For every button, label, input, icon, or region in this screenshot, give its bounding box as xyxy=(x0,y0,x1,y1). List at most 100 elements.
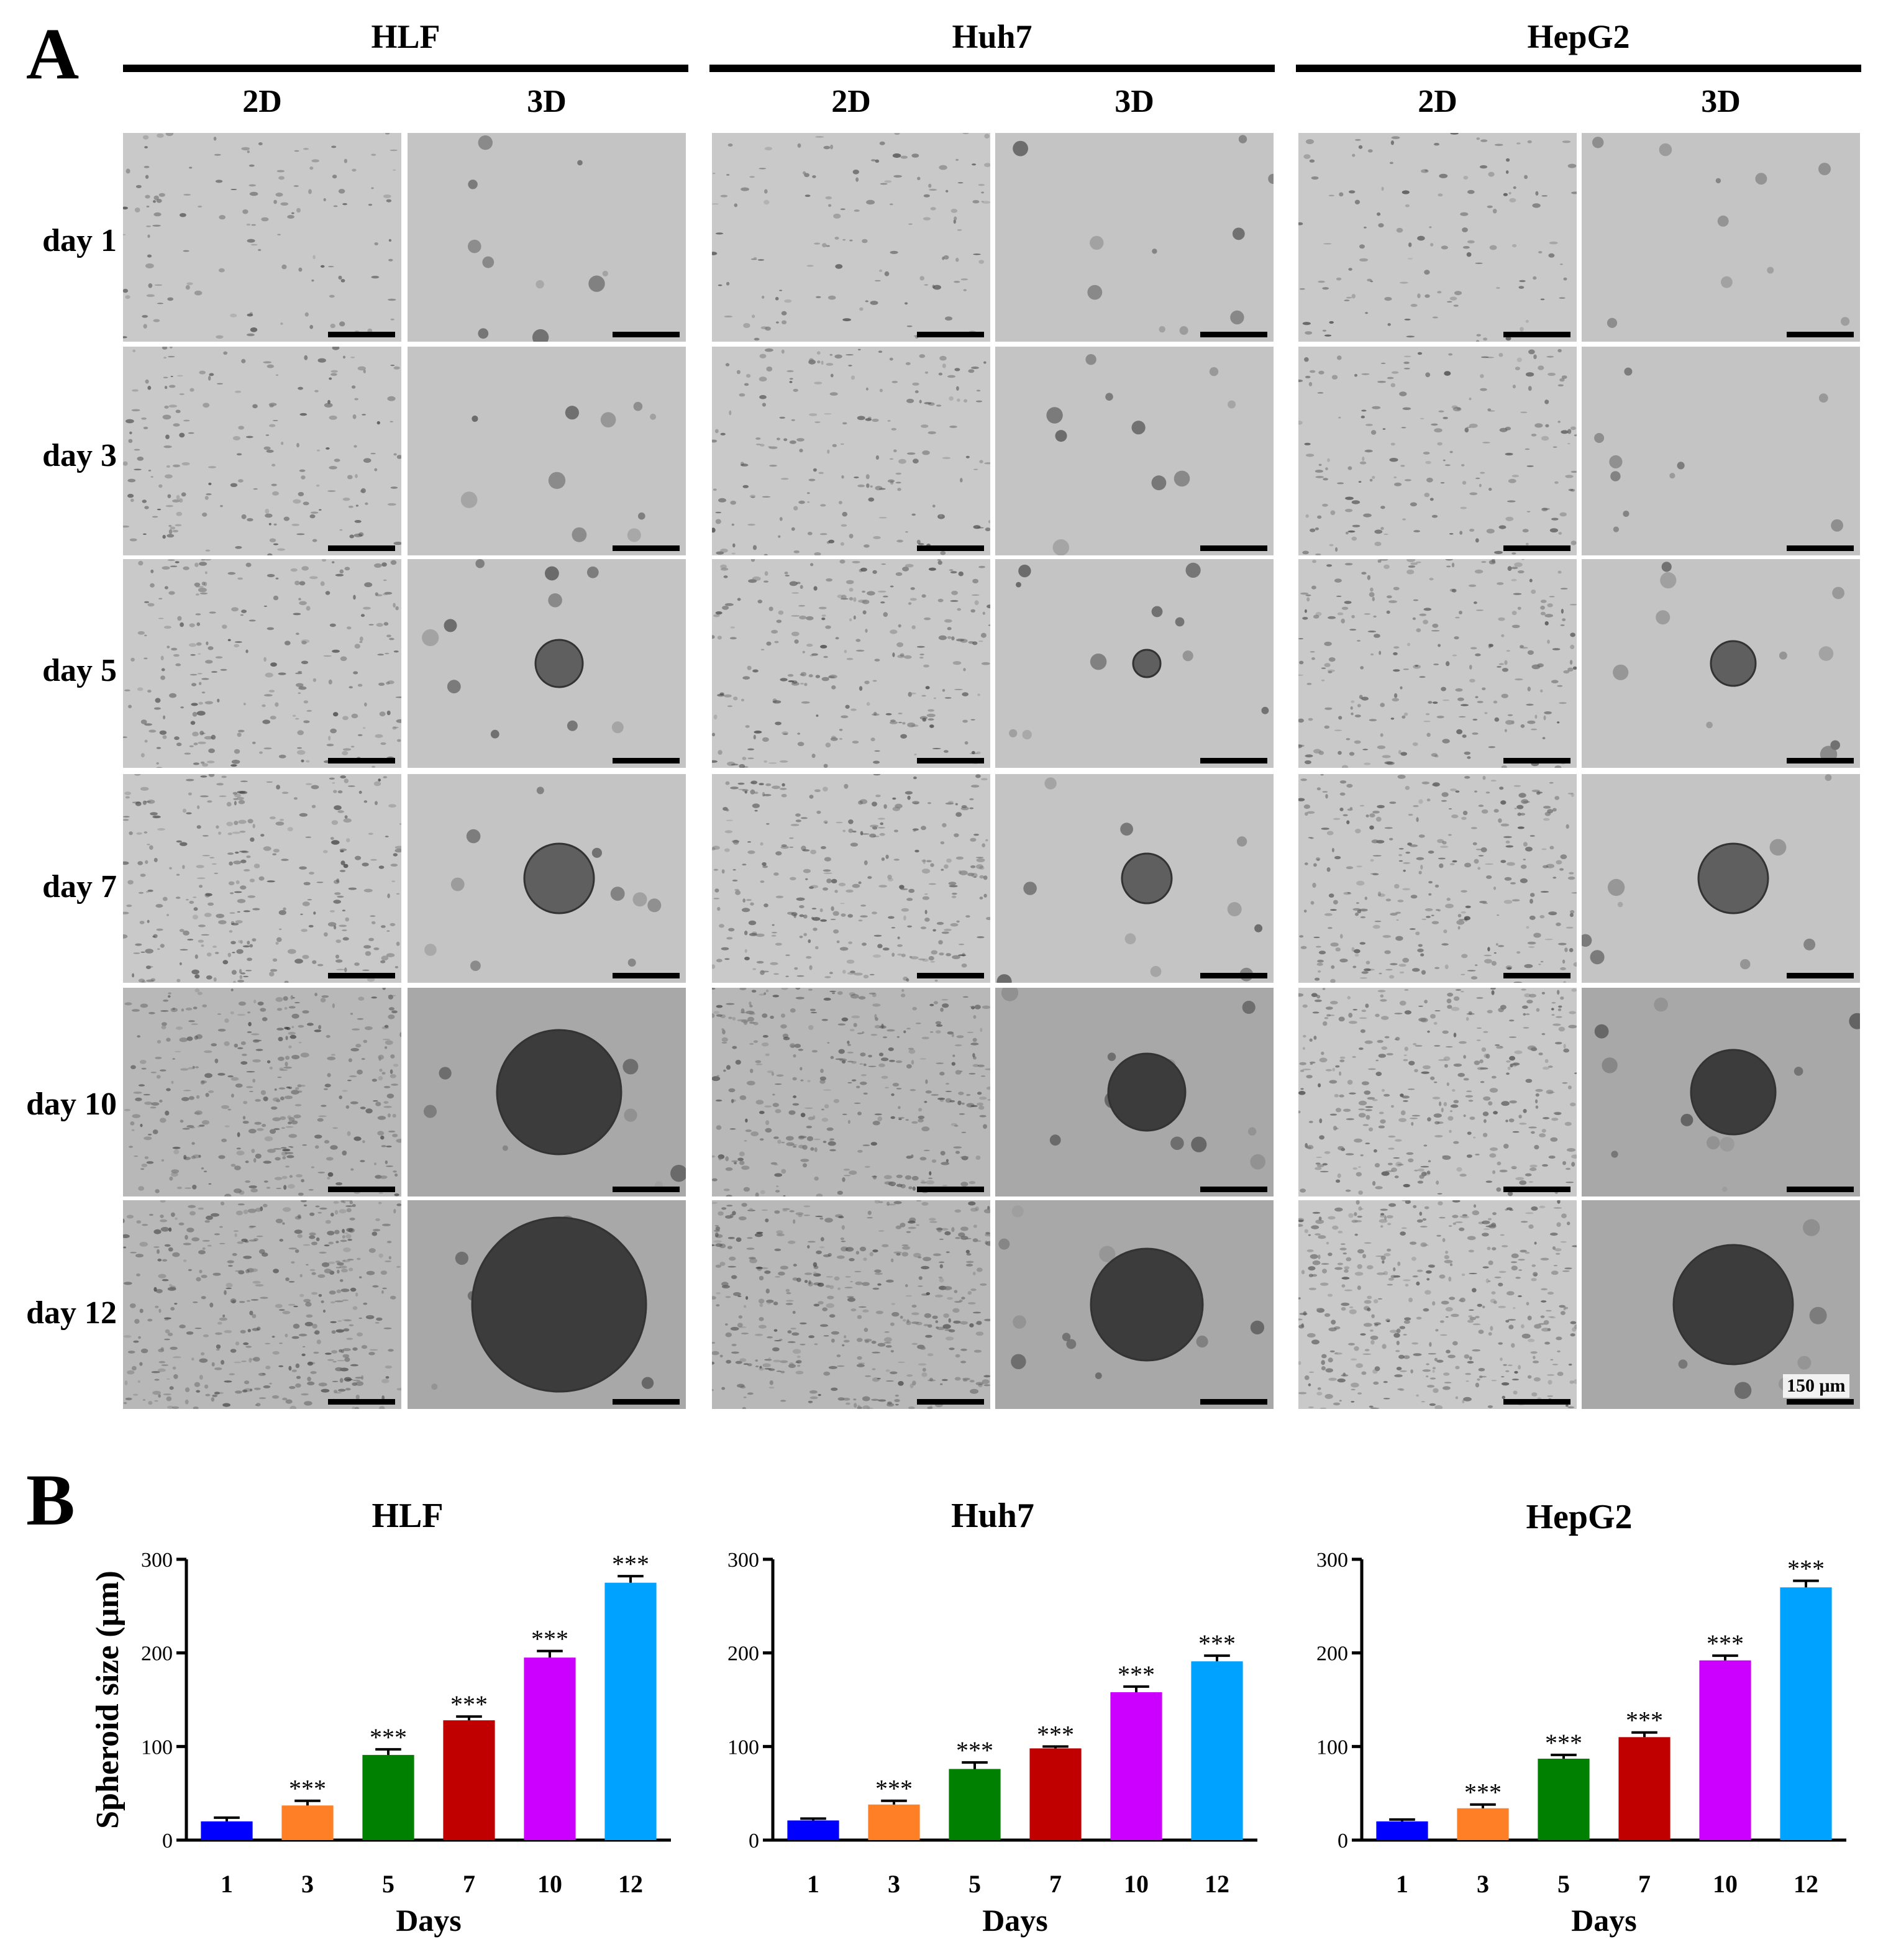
row-label-day-3: day 3 xyxy=(0,440,117,472)
significance-2-5: *** xyxy=(1545,1729,1582,1757)
bar-0-10 xyxy=(524,1657,575,1840)
group-title-hlf: HLF xyxy=(123,20,688,53)
micrograph-hlf-3d-day-5 xyxy=(408,559,686,768)
col-label-hepg2-3d: 3D xyxy=(1582,86,1860,118)
col-label-hepg2-2d: 2D xyxy=(1298,86,1577,118)
micrograph-huh7-3d-day-12 xyxy=(995,1200,1274,1409)
group-title-huh7: Huh7 xyxy=(709,20,1275,53)
micrograph-hepg2-2d-day-7 xyxy=(1298,774,1577,983)
micrograph-hepg2-2d-day-3 xyxy=(1298,347,1577,555)
bar-0-12 xyxy=(604,1583,656,1840)
micrograph-huh7-3d-day-5 xyxy=(995,559,1274,768)
y-tick-label-1-200: 200 xyxy=(727,1643,759,1666)
col-label-huh7-3d: 3D xyxy=(995,86,1274,118)
y-tick-label-0-300: 300 xyxy=(141,1549,173,1572)
micrograph-huh7-2d-day-10 xyxy=(712,988,990,1197)
panel-a-letter: A xyxy=(26,17,79,91)
micrograph-hepg2-3d-day-5 xyxy=(1582,559,1860,768)
bar-1-1 xyxy=(787,1820,839,1840)
micrograph-hlf-2d-day-10 xyxy=(123,988,401,1197)
micrograph-hlf-2d-day-3 xyxy=(123,347,401,555)
charts-svg: HLF01002003001***3***5***7***10***12Days… xyxy=(0,1479,1878,1957)
significance-1-7: *** xyxy=(1037,1720,1074,1748)
micrograph-hlf-2d-day-1 xyxy=(123,133,401,342)
chart-title-0: HLF xyxy=(371,1497,443,1535)
col-label-huh7-2d: 2D xyxy=(712,86,990,118)
x-axis-label-0: Days xyxy=(396,1903,462,1938)
chart-title-1: Huh7 xyxy=(951,1497,1034,1535)
y-tick-label-1-100: 100 xyxy=(727,1736,759,1759)
significance-0-7: *** xyxy=(450,1690,488,1718)
y-tick-label-0-100: 100 xyxy=(141,1736,173,1759)
micrograph-huh7-2d-day-7 xyxy=(712,774,990,983)
x-tick-label-1-12: 12 xyxy=(1205,1870,1229,1898)
micrograph-hlf-3d-day-10 xyxy=(408,988,686,1197)
bar-1-5 xyxy=(949,1769,1000,1840)
row-label-day-5: day 5 xyxy=(0,655,117,687)
row-label-day-12: day 12 xyxy=(0,1297,117,1329)
micrograph-hepg2-2d-day-1 xyxy=(1298,133,1577,342)
significance-1-10: *** xyxy=(1118,1661,1155,1689)
x-tick-label-1-1: 1 xyxy=(807,1870,819,1898)
bar-0-3 xyxy=(281,1805,333,1840)
group-rule-hepg2 xyxy=(1296,65,1861,72)
micrograph-huh7-3d-day-3 xyxy=(995,347,1274,555)
x-tick-label-1-10: 10 xyxy=(1124,1870,1149,1898)
x-tick-label-1-7: 7 xyxy=(1049,1870,1062,1898)
significance-1-12: *** xyxy=(1198,1630,1236,1657)
x-tick-label-2-3: 3 xyxy=(1477,1870,1489,1898)
significance-2-10: *** xyxy=(1707,1630,1744,1657)
y-tick-label-1-300: 300 xyxy=(727,1549,759,1572)
x-tick-label-0-7: 7 xyxy=(463,1870,475,1898)
y-tick-label-0-200: 200 xyxy=(141,1643,173,1666)
micrograph-hlf-2d-day-7 xyxy=(123,774,401,983)
bar-2-3 xyxy=(1457,1808,1508,1840)
micrograph-hlf-3d-day-3 xyxy=(408,347,686,555)
micrograph-huh7-3d-day-10 xyxy=(995,988,1274,1197)
micrograph-huh7-3d-day-1 xyxy=(995,133,1274,342)
y-tick-label-1-0: 0 xyxy=(749,1830,759,1853)
y-tick-label-0-0: 0 xyxy=(162,1830,173,1853)
x-tick-label-2-5: 5 xyxy=(1557,1870,1570,1898)
micrograph-hepg2-3d-day-1 xyxy=(1582,133,1860,342)
micrograph-hepg2-2d-day-12 xyxy=(1298,1200,1577,1409)
significance-2-3: *** xyxy=(1464,1779,1502,1807)
significance-0-10: *** xyxy=(531,1625,568,1653)
x-tick-label-0-10: 10 xyxy=(537,1870,562,1898)
col-label-hlf-2d: 2D xyxy=(123,86,401,118)
bar-2-12 xyxy=(1780,1587,1831,1840)
significance-0-3: *** xyxy=(289,1775,326,1803)
micrograph-huh7-2d-day-1 xyxy=(712,133,990,342)
bar-0-5 xyxy=(362,1755,414,1840)
x-tick-label-0-12: 12 xyxy=(618,1870,643,1898)
micrograph-hlf-3d-day-12 xyxy=(408,1200,686,1409)
bar-2-10 xyxy=(1699,1661,1751,1840)
significance-2-12: *** xyxy=(1787,1555,1825,1583)
y-tick-label-2-0: 0 xyxy=(1338,1830,1348,1853)
bar-2-5 xyxy=(1538,1759,1589,1840)
significance-1-3: *** xyxy=(875,1775,913,1803)
micrograph-huh7-2d-day-12 xyxy=(712,1200,990,1409)
bar-2-7 xyxy=(1618,1737,1670,1840)
x-tick-label-2-1: 1 xyxy=(1396,1870,1408,1898)
x-tick-label-1-3: 3 xyxy=(888,1870,900,1898)
col-label-hlf-3d: 3D xyxy=(408,86,686,118)
y-tick-label-2-200: 200 xyxy=(1316,1643,1348,1666)
x-axis-label-1: Days xyxy=(982,1903,1048,1938)
group-rule-huh7 xyxy=(709,65,1275,72)
x-tick-label-0-1: 1 xyxy=(221,1870,233,1898)
bar-1-7 xyxy=(1029,1748,1081,1840)
bar-1-3 xyxy=(868,1805,919,1840)
micrograph-hlf-3d-day-1 xyxy=(408,133,686,342)
row-label-day-1: day 1 xyxy=(0,225,117,257)
micrograph-hlf-2d-day-5 xyxy=(123,559,401,768)
micrograph-hepg2-3d-day-3 xyxy=(1582,347,1860,555)
bar-0-1 xyxy=(201,1821,252,1840)
micrograph-huh7-2d-day-5 xyxy=(712,559,990,768)
group-rule-hlf xyxy=(123,65,688,72)
x-tick-label-1-5: 5 xyxy=(969,1870,981,1898)
group-title-hepg2: HepG2 xyxy=(1296,20,1861,53)
x-tick-label-0-5: 5 xyxy=(382,1870,394,1898)
x-tick-label-0-3: 3 xyxy=(301,1870,314,1898)
